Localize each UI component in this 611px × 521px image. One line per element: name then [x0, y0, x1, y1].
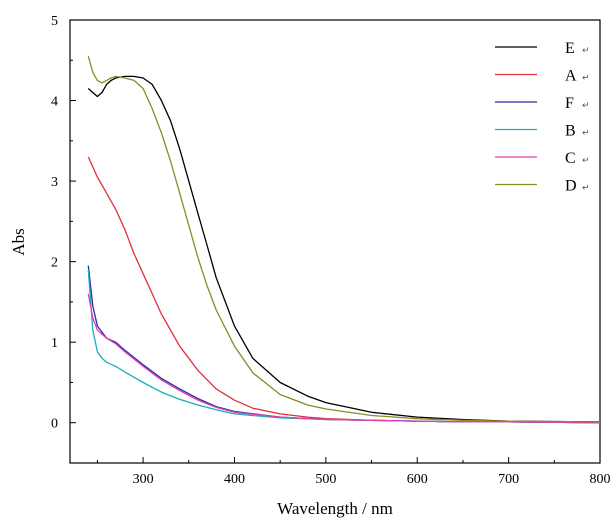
- series-line-f: [87, 265, 601, 424]
- legend-return-mark: ↵: [582, 128, 590, 138]
- legend: E ↵ A ↵ F ↵ B ↵ C ↵ D ↵: [495, 40, 590, 195]
- x-tick-label: 300: [133, 472, 154, 487]
- legend-return-mark: ↵: [582, 100, 590, 110]
- y-tick-label: 3: [51, 175, 58, 190]
- plot-frame: [69, 19, 601, 464]
- y-tick-label: 2: [51, 256, 58, 271]
- legend-label-d: D: [565, 178, 577, 195]
- legend-return-mark: ↵: [582, 73, 590, 83]
- legend-return-mark: ↵: [582, 155, 590, 165]
- x-tick-label: 400: [224, 472, 245, 487]
- x-tick-label: 600: [407, 472, 428, 487]
- y-axis-ticks: 0 1 2 3 4 5: [51, 14, 76, 464]
- x-tick-label: 700: [498, 472, 519, 487]
- legend-return-mark: ↵: [582, 45, 590, 55]
- series-line-d: [87, 56, 601, 423]
- series-line-e: [87, 75, 601, 423]
- y-axis-label: Abs: [9, 228, 28, 255]
- x-axis-ticks: 300 400 500 600 700 800: [96, 457, 611, 487]
- x-tick-label: 800: [590, 472, 611, 487]
- y-tick-label: 0: [51, 417, 58, 432]
- x-axis-label: Wavelength / nm: [277, 499, 393, 518]
- legend-label-b: B: [565, 123, 576, 140]
- legend-label-a: A: [565, 68, 577, 85]
- legend-label-c: C: [565, 150, 576, 167]
- legend-label-e: E: [565, 40, 575, 57]
- y-tick-label: 4: [51, 95, 58, 110]
- y-tick-label: 1: [51, 336, 58, 351]
- series-line-b: [87, 269, 601, 424]
- x-tick-label: 500: [315, 472, 336, 487]
- legend-return-mark: ↵: [582, 183, 590, 193]
- legend-label-f: F: [565, 95, 574, 112]
- y-tick-label: 5: [51, 14, 58, 29]
- series-lines: [87, 56, 601, 424]
- series-line-c: [87, 293, 601, 424]
